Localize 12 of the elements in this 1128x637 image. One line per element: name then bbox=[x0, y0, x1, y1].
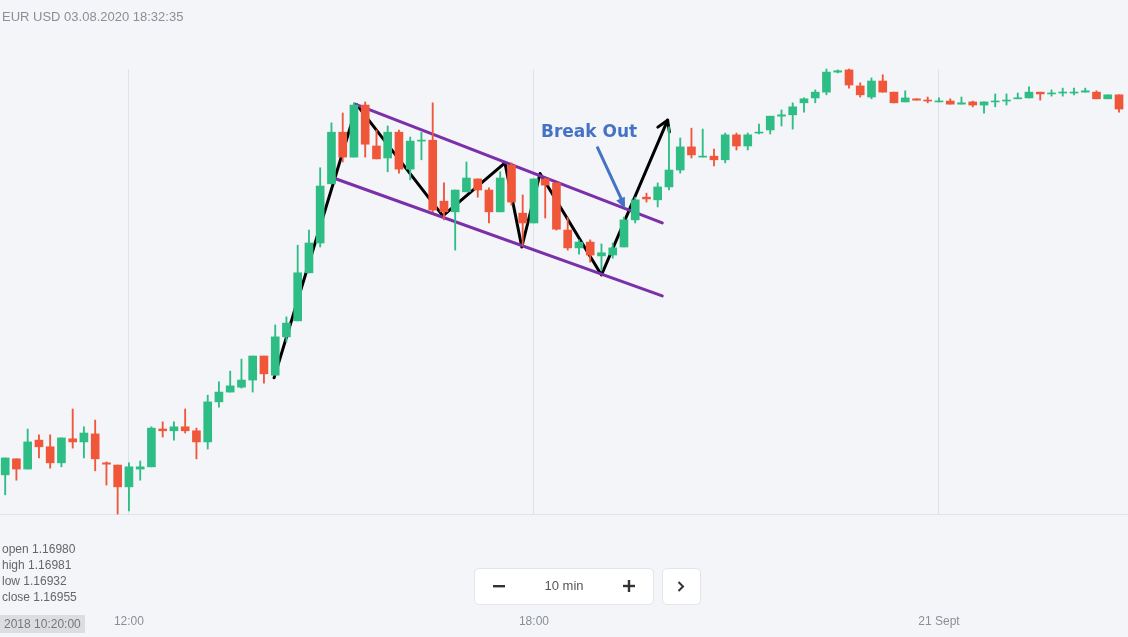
zoom-control: 10 min bbox=[474, 568, 654, 605]
text: open 1.16980 bbox=[2, 541, 77, 557]
x-tick-label: 12:00 bbox=[113, 613, 145, 628]
annotation: Break Out bbox=[540, 120, 638, 141]
text: low 1.16932 bbox=[2, 573, 68, 589]
chart-title: EUR USD 03.08.2020 18:32:35 bbox=[2, 9, 184, 24]
x-tick-label: 21 Sept bbox=[918, 613, 961, 628]
x-tick-label: 18:00 bbox=[518, 613, 550, 628]
text: 2018 10:20:00 bbox=[0, 615, 85, 633]
text: close 1.16955 bbox=[2, 589, 77, 605]
candlestick bbox=[68, 408, 78, 449]
text: high 1.16981 bbox=[2, 557, 73, 573]
